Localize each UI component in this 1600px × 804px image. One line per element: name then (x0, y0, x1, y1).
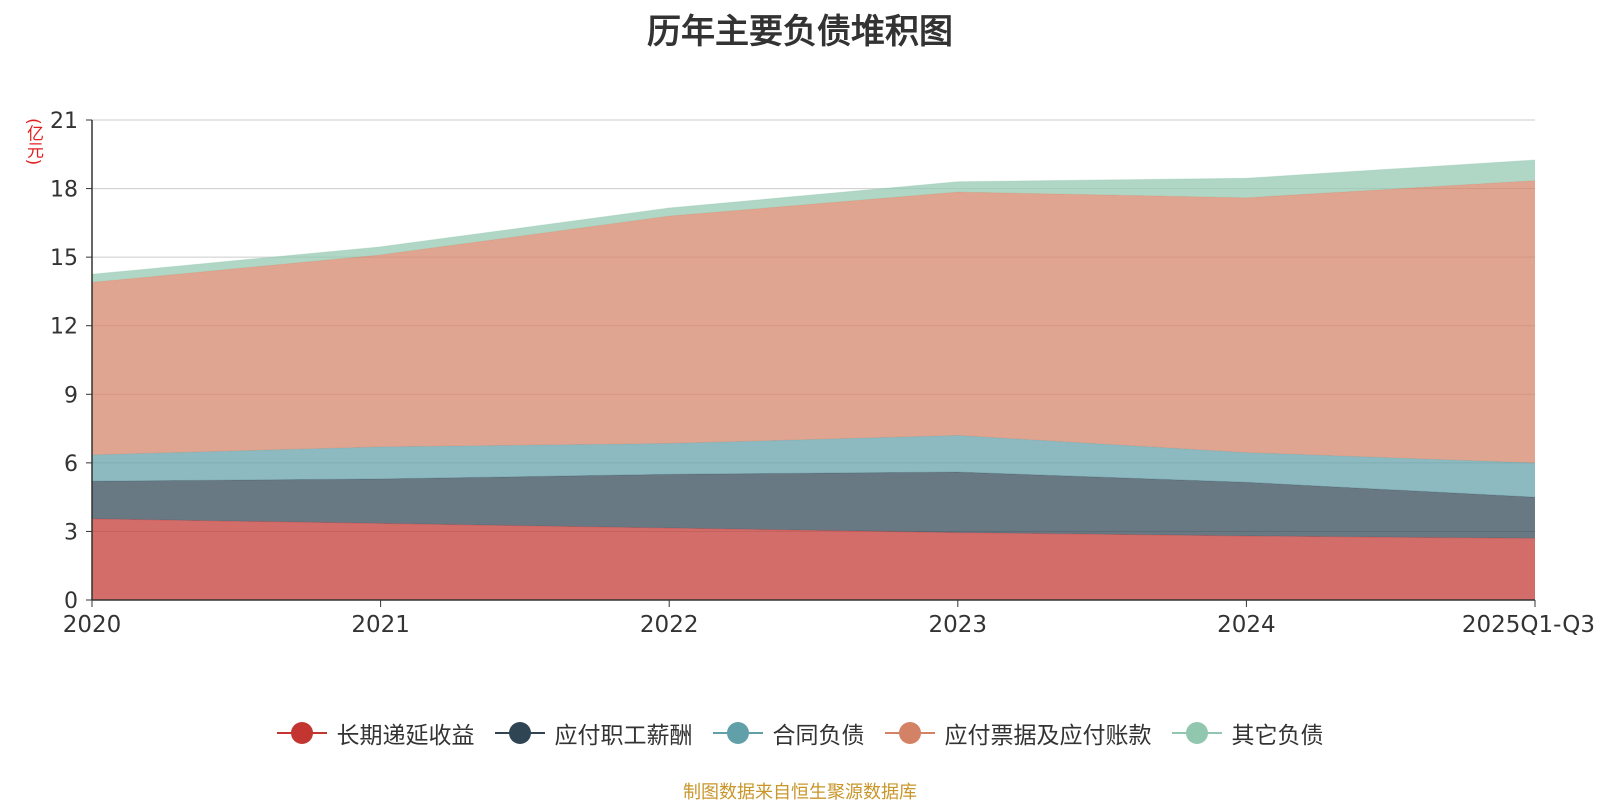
x-tick-label: 2023 (929, 612, 988, 638)
legend-label: 其它负债 (1231, 723, 1324, 749)
legend-label: 合同负债 (772, 723, 865, 749)
legend-marker-icon (494, 721, 545, 745)
legend-label: 长期递延收益 (336, 723, 475, 749)
area-合同负债 (92, 435, 1535, 498)
y-tick-label: 12 (50, 315, 78, 340)
legend-marker-icon (1171, 721, 1222, 745)
legend-item[interactable]: 合同负债 (712, 716, 865, 750)
legend-item[interactable]: 应付职工薪酬 (494, 716, 693, 750)
stacked-area-chart: 0 3 6 9 12 15 18 21 2020 2021 2022 2023 2024 2025Q1-Q… (50, 109, 1595, 638)
legend-marker-icon (276, 721, 327, 745)
x-tick-label: 2020 (63, 612, 122, 638)
legend-item[interactable]: 其它负债 (1171, 716, 1324, 750)
legend-label: 应付票据及应付账款 (944, 723, 1152, 749)
y-tick-label: 3 (64, 520, 78, 545)
y-tick-label: 21 (50, 109, 78, 134)
legend: 长期递延收益 应付职工薪酬 合同负债 应付票据及应付账款 其它负债 (0, 716, 1600, 750)
area-应付票据及应付账款 (92, 180, 1535, 463)
area-series (91, 159, 1536, 600)
x-tick-label: 2022 (640, 612, 699, 638)
y-tick-label: 0 (64, 589, 78, 614)
x-tick-label: 2024 (1217, 612, 1276, 638)
y-axis-label: (亿元) (23, 118, 43, 166)
y-tick-label: 6 (64, 452, 78, 477)
legend-label: 应付职工薪酬 (554, 723, 693, 749)
legend-marker-icon (712, 721, 763, 745)
y-tick-label: 9 (64, 383, 78, 408)
x-tick-label: 2021 (351, 612, 410, 638)
legend-marker-icon (884, 721, 935, 745)
x-tick-label: 2025Q1-Q3 (1462, 612, 1595, 638)
chart-title: 历年主要负债堆积图 (647, 12, 953, 52)
axes: 0 3 6 9 12 15 18 21 2020 2021 2022 2023 2024 2025Q1-Q… (50, 109, 1595, 638)
y-tick-label: 15 (50, 246, 78, 271)
area-其它负债 (92, 160, 1535, 283)
series-line-其它负债 (91, 159, 1536, 275)
area-应付职工薪酬 (92, 472, 1535, 539)
legend-item[interactable]: 长期递延收益 (276, 716, 475, 750)
source-note: 制图数据来自恒生聚源数据库 (683, 782, 917, 803)
area-长期递延收益 (92, 518, 1535, 600)
legend-item[interactable]: 应付票据及应付账款 (884, 716, 1152, 750)
y-tick-label: 18 (50, 178, 78, 203)
